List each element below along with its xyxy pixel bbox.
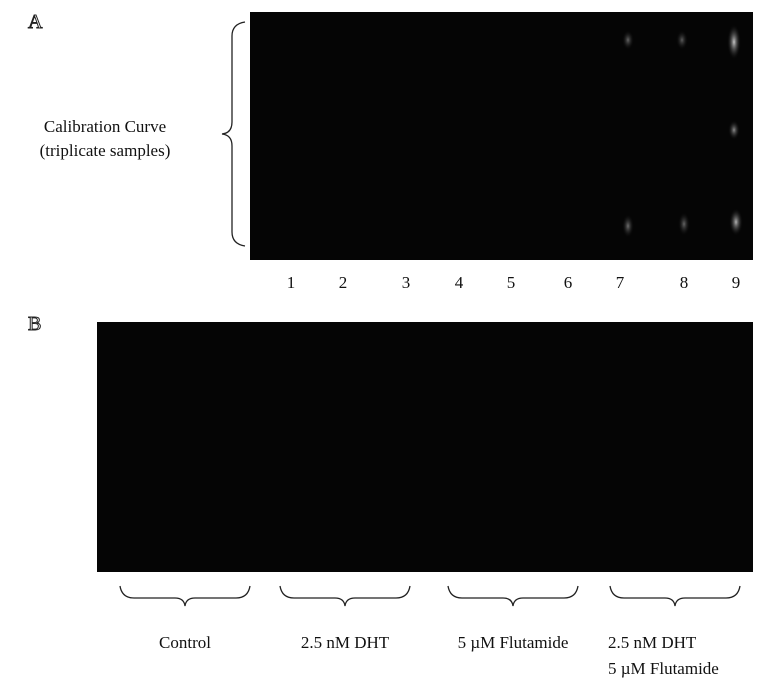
brace (448, 586, 578, 606)
group-label: Control (159, 633, 211, 652)
side-label: (triplicate samples) (40, 141, 171, 160)
group-label: 5 µM Flutamide (458, 633, 569, 652)
figure: A Calibration Curve (triplicate samples)… (0, 0, 766, 682)
gel-image (97, 322, 753, 572)
panel-letter: A (28, 11, 43, 33)
lane-label: 1 (287, 273, 296, 292)
lane-label: 4 (455, 273, 464, 292)
lane-label: 6 (564, 273, 573, 292)
brace (120, 586, 250, 606)
lane-label: 8 (680, 273, 689, 292)
brace (222, 22, 245, 246)
group-label: 2.5 nM DHT (301, 633, 390, 652)
lane-label: 2 (339, 273, 348, 292)
lane-label: 5 (507, 273, 516, 292)
lane-label: 3 (402, 273, 411, 292)
panel-letter: B (28, 313, 41, 335)
lane-label: 7 (616, 273, 625, 292)
brace (280, 586, 410, 606)
group-label: 5 µM Flutamide (608, 659, 719, 678)
side-label: Calibration Curve (44, 117, 166, 136)
brace (610, 586, 740, 606)
group-label: 2.5 nM DHT (608, 633, 697, 652)
gel-image (250, 12, 753, 260)
lane-label: 9 (732, 273, 741, 292)
